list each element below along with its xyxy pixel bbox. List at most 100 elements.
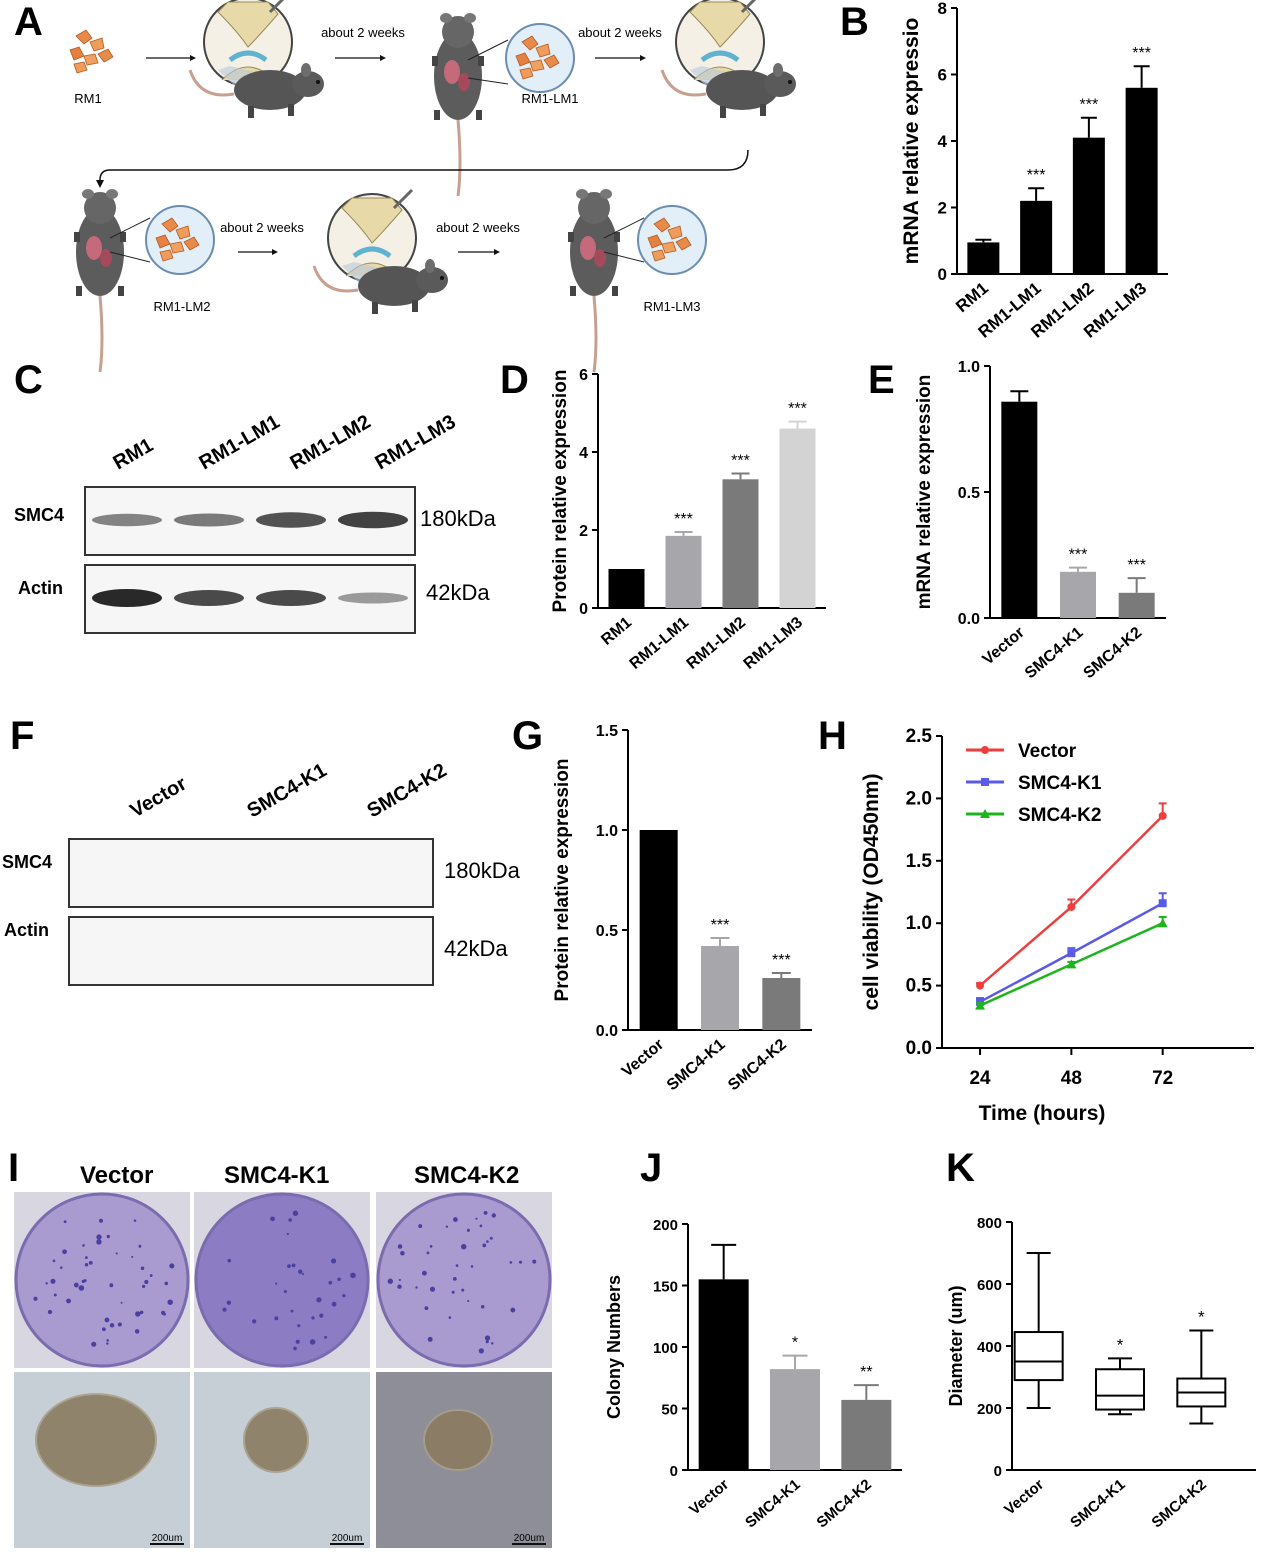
significance-label: ***: [1027, 167, 1046, 184]
colony-dot: [292, 1210, 299, 1216]
schematic-lm3-label: RM1-LM3: [643, 299, 700, 314]
y-tick-label: 50: [661, 1402, 678, 1419]
colony-dot: [460, 1243, 467, 1250]
return-arrow: [99, 149, 749, 181]
colony-dot: [226, 1300, 231, 1305]
significance-label: **: [860, 1364, 872, 1381]
colony-dot: [350, 1272, 356, 1279]
panel-label-k: K: [946, 1146, 975, 1190]
y-tick-label: 600: [977, 1277, 1002, 1294]
colony-dot: [109, 1283, 114, 1288]
colony-dot: [283, 1290, 287, 1294]
colony-dot: [480, 1304, 485, 1309]
colony-dot: [50, 1278, 56, 1284]
y-tick-label: 2: [938, 199, 947, 218]
colony-dot: [429, 1245, 433, 1248]
colony-dot: [134, 1329, 140, 1334]
y-tick-label: 800: [977, 1215, 1002, 1232]
colony-dot: [309, 1339, 316, 1345]
colony-dot: [484, 1335, 491, 1341]
x-tick-label: SMC4-K1: [1067, 1476, 1128, 1531]
colony-dot: [33, 1296, 38, 1301]
colony-dot: [387, 1278, 394, 1284]
colony-dot: [532, 1259, 537, 1264]
colony-dot: [429, 1286, 436, 1292]
y-tick-label: 6: [938, 66, 947, 85]
colony-dot: [91, 1341, 97, 1347]
colony-dot: [421, 1270, 427, 1276]
significance-label: ***: [674, 511, 693, 528]
scale-bar-label: 200um: [152, 1533, 183, 1544]
bar: [1060, 571, 1096, 618]
schematic-weeks-label: about 2 weeks: [436, 220, 520, 235]
colony-dot: [415, 1286, 418, 1289]
colony-dot: [96, 1239, 102, 1245]
colony-dot: [133, 1219, 137, 1222]
x-tick-label: Vector: [1001, 1476, 1047, 1519]
culture-dish: [14, 1192, 190, 1368]
bar: [841, 1399, 892, 1470]
colony-dot: [483, 1210, 488, 1215]
y-tick-label: 200: [977, 1401, 1002, 1418]
panel-label-i: I: [8, 1146, 20, 1190]
culture-dish: [194, 1192, 370, 1368]
y-tick-label: 4: [579, 445, 588, 462]
y-tick-label: 0.5: [596, 923, 618, 940]
x-tick-label: SMC4-K1: [742, 1476, 803, 1531]
colony-dot: [491, 1213, 496, 1218]
blot-f-smc4-membrane: [68, 838, 434, 908]
significance-label: ***: [1080, 97, 1099, 114]
bar: [770, 1369, 820, 1470]
colony-dot: [424, 1306, 429, 1311]
colony-dot: [478, 1348, 484, 1354]
colony-dot: [117, 1322, 122, 1327]
colony-dot: [397, 1284, 402, 1289]
colony-dot: [311, 1316, 315, 1320]
colony-dot: [486, 1240, 489, 1243]
culture-dish: [376, 1192, 552, 1368]
bar: [1001, 401, 1038, 618]
y-tick-label: 0.0: [596, 1023, 618, 1040]
colony-dot: [290, 1309, 294, 1313]
y-tick-label: 8: [938, 0, 947, 18]
colony-dot: [139, 1310, 144, 1315]
colony-dot: [466, 1228, 470, 1232]
colony-dot: [52, 1259, 56, 1263]
y-tick-label: 0: [994, 1463, 1002, 1480]
bar: [722, 479, 759, 608]
colony-dot: [330, 1258, 337, 1264]
significance-label: ***: [1132, 45, 1151, 62]
colony-dot: [448, 1316, 452, 1319]
blot-c-row-actin: Actin: [18, 578, 63, 598]
y-tick-label: 4: [938, 132, 948, 151]
scale-bar-label: 200um: [332, 1533, 363, 1544]
colony-dot: [479, 1224, 483, 1228]
data-point: [976, 981, 985, 990]
colony-dot: [45, 1282, 48, 1285]
bar: [608, 569, 645, 608]
colony-dot: [324, 1335, 328, 1339]
colony-dot: [109, 1323, 115, 1328]
y-axis-label: mRNA relative expression: [914, 375, 935, 610]
bar: [665, 535, 702, 608]
colony-dot: [510, 1307, 516, 1313]
colony-dot: [328, 1280, 333, 1285]
y-tick-label: 1.5: [906, 851, 933, 872]
colony-dot: [149, 1274, 153, 1277]
smc4-band: [174, 513, 244, 527]
colony-dot: [293, 1346, 297, 1351]
x-tick-label: RM1-LM1: [627, 614, 692, 673]
colony-dot: [518, 1260, 523, 1264]
legend-marker: [980, 809, 990, 818]
x-tick-label: SMC4-K2: [1081, 624, 1146, 682]
colony-dot: [63, 1220, 67, 1224]
chart-h: 0.0 0.5 1.0 1.5 2.0 2.5 cell viability (OD450n…: [860, 726, 1254, 1125]
panel-label-j: J: [640, 1146, 663, 1190]
schematic-rm1-label: RM1: [74, 91, 101, 106]
significance-label: *: [1198, 1308, 1205, 1327]
colony-dot: [467, 1300, 470, 1303]
legend-marker: [981, 746, 989, 754]
data-point: [1158, 811, 1167, 820]
legend-label: SMC4-K2: [1018, 805, 1101, 826]
